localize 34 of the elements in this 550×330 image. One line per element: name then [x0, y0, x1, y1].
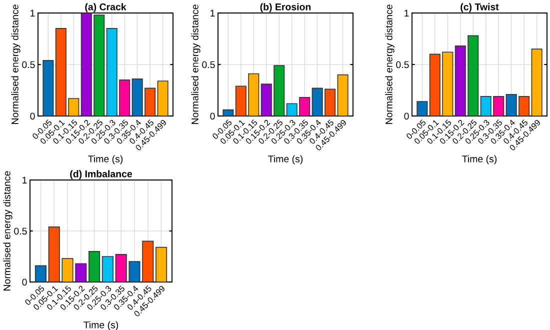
- y-tick-label: 0: [30, 112, 35, 120]
- bar: [88, 250, 100, 282]
- x-axis-title: Time (s): [268, 155, 303, 164]
- x-axis-title: Time (s): [84, 321, 118, 330]
- x-axis-title: Time (s): [88, 155, 123, 164]
- y-tick-label: 1: [22, 176, 27, 184]
- bar: [337, 74, 348, 116]
- y-tick-label: 0: [22, 278, 27, 286]
- bar: [416, 101, 428, 116]
- bar: [42, 60, 54, 116]
- bar: [102, 256, 114, 282]
- chart-title: (d) Imbalance: [70, 170, 132, 180]
- bar: [34, 265, 46, 282]
- chart-title: (c) Twist: [460, 3, 499, 12]
- bar: [222, 109, 234, 116]
- y-tick-label: 1: [30, 10, 35, 17]
- y-axis-title: Normalised energy distance: [191, 4, 200, 124]
- x-axis-title: Time (s): [462, 155, 497, 164]
- chart-title: (b) Erosion: [260, 3, 311, 12]
- y-tick-label: 0: [404, 112, 409, 120]
- y-tick-label: 0.5: [202, 61, 215, 68]
- y-tick-label: 0: [210, 112, 215, 120]
- y-tick-label: 0.5: [14, 228, 27, 235]
- y-axis-title: Normalised energy distance: [385, 4, 394, 124]
- y-axis-title: Normalised energy distance: [3, 171, 12, 290]
- bar: [531, 48, 542, 116]
- y-tick-label: 0.5: [396, 61, 409, 68]
- chart-title: (a) Crack: [85, 3, 126, 12]
- y-tick-label: 0.5: [22, 61, 35, 68]
- y-tick-label: 1: [210, 10, 215, 17]
- bar: [157, 80, 168, 116]
- y-axis-title: Normalised energy distance: [11, 4, 20, 124]
- bar: [156, 246, 168, 282]
- y-tick-label: 1: [404, 10, 409, 17]
